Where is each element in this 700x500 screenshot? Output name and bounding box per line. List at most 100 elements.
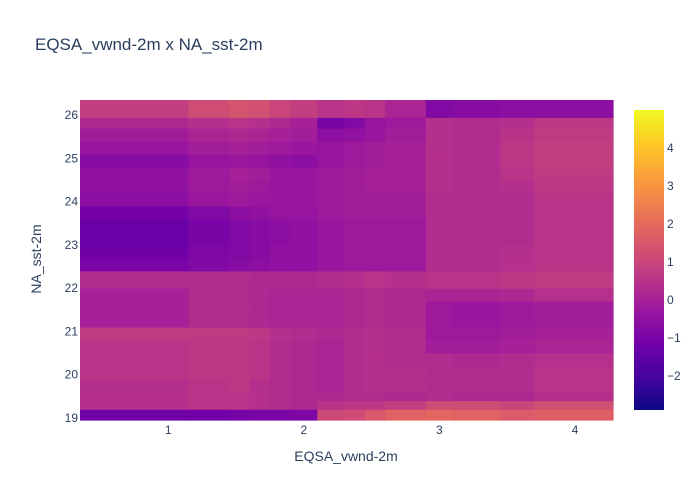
heatmap-cell[interactable] bbox=[500, 327, 535, 341]
heatmap-cell[interactable] bbox=[534, 192, 614, 207]
heatmap-cell[interactable] bbox=[269, 100, 291, 118]
heatmap-cell[interactable] bbox=[500, 180, 535, 194]
heatmap-cell[interactable] bbox=[269, 205, 291, 220]
heatmap-cell[interactable] bbox=[269, 154, 291, 168]
heatmap-cell[interactable] bbox=[229, 327, 251, 341]
heatmap-cell[interactable] bbox=[80, 141, 190, 155]
heatmap-cell[interactable] bbox=[80, 244, 190, 259]
heatmap-cell[interactable] bbox=[229, 231, 251, 246]
heatmap-cell[interactable] bbox=[452, 167, 502, 181]
heatmap-cell[interactable] bbox=[452, 340, 502, 354]
heatmap-cell[interactable] bbox=[344, 231, 366, 246]
heatmap-cell[interactable] bbox=[188, 288, 230, 302]
heatmap-cell[interactable] bbox=[500, 301, 535, 315]
heatmap-cell[interactable] bbox=[364, 167, 386, 181]
heatmap-cell[interactable] bbox=[344, 141, 366, 155]
heatmap-cell[interactable] bbox=[249, 100, 271, 118]
heatmap-cell[interactable] bbox=[80, 270, 190, 281]
heatmap-cell[interactable] bbox=[188, 205, 230, 220]
heatmap-cell[interactable] bbox=[534, 279, 614, 289]
heatmap-cell[interactable] bbox=[452, 117, 502, 129]
heatmap-cell[interactable] bbox=[364, 117, 386, 129]
heatmap-cell[interactable] bbox=[385, 231, 427, 246]
heatmap-cell[interactable] bbox=[344, 340, 366, 354]
heatmap-cell[interactable] bbox=[317, 327, 346, 341]
heatmap-cell[interactable] bbox=[269, 180, 291, 194]
heatmap-cell[interactable] bbox=[269, 352, 291, 367]
heatmap-cell[interactable] bbox=[364, 154, 386, 168]
heatmap-cell[interactable] bbox=[229, 279, 251, 289]
heatmap-cell[interactable] bbox=[385, 327, 427, 341]
heatmap-cell[interactable] bbox=[290, 365, 318, 380]
heatmap-cell[interactable] bbox=[452, 218, 502, 233]
heatmap-cell[interactable] bbox=[500, 117, 535, 129]
heatmap-cell[interactable] bbox=[452, 100, 502, 118]
heatmap-cell[interactable] bbox=[290, 391, 318, 402]
heatmap-cell[interactable] bbox=[229, 288, 251, 302]
heatmap-cell[interactable] bbox=[534, 378, 614, 393]
heatmap-cell[interactable] bbox=[500, 288, 535, 302]
heatmap-cell[interactable] bbox=[290, 100, 318, 118]
heatmap-cell[interactable] bbox=[317, 192, 346, 207]
heatmap-cell[interactable] bbox=[344, 279, 366, 289]
heatmap-cell[interactable] bbox=[249, 314, 271, 328]
heatmap-cell[interactable] bbox=[290, 327, 318, 341]
heatmap-cell[interactable] bbox=[229, 314, 251, 328]
heatmap-cell[interactable] bbox=[229, 205, 251, 220]
heatmap-cell[interactable] bbox=[249, 352, 271, 367]
heatmap-cell[interactable] bbox=[452, 301, 502, 315]
heatmap-cell[interactable] bbox=[269, 270, 291, 281]
heatmap-cell[interactable] bbox=[290, 301, 318, 315]
heatmap-cell[interactable] bbox=[534, 100, 614, 118]
heatmap-cell[interactable] bbox=[269, 244, 291, 259]
heatmap-cell[interactable] bbox=[344, 117, 366, 129]
heatmap-cell[interactable] bbox=[344, 409, 366, 421]
heatmap-cell[interactable] bbox=[344, 365, 366, 380]
heatmap-cell[interactable] bbox=[452, 244, 502, 259]
heatmap-cell[interactable] bbox=[385, 141, 427, 155]
heatmap-cell[interactable] bbox=[188, 244, 230, 259]
heatmap-cell[interactable] bbox=[290, 279, 318, 289]
heatmap-cell[interactable] bbox=[364, 301, 386, 315]
heatmap-cell[interactable] bbox=[290, 128, 318, 142]
heatmap-cell[interactable] bbox=[344, 391, 366, 402]
heatmap-cell[interactable] bbox=[317, 180, 346, 194]
heatmap-cell[interactable] bbox=[249, 288, 271, 302]
heatmap-cell[interactable] bbox=[317, 288, 346, 302]
heatmap-cell[interactable] bbox=[269, 279, 291, 289]
heatmap-cell[interactable] bbox=[269, 400, 291, 410]
heatmap-cell[interactable] bbox=[344, 100, 366, 118]
heatmap-cell[interactable] bbox=[452, 352, 502, 367]
heatmap-cell[interactable] bbox=[229, 154, 251, 168]
heatmap-cell[interactable] bbox=[344, 167, 366, 181]
heatmap-cell[interactable] bbox=[317, 100, 346, 118]
heatmap-cell[interactable] bbox=[452, 327, 502, 341]
heatmap-cell[interactable] bbox=[364, 288, 386, 302]
heatmap-cell[interactable] bbox=[385, 378, 427, 393]
heatmap-cell[interactable] bbox=[344, 192, 366, 207]
heatmap-cell[interactable] bbox=[249, 378, 271, 393]
heatmap-cell[interactable] bbox=[317, 205, 346, 220]
heatmap-cell[interactable] bbox=[385, 167, 427, 181]
heatmap-cell[interactable] bbox=[249, 301, 271, 315]
heatmap-cell[interactable] bbox=[364, 180, 386, 194]
heatmap-cell[interactable] bbox=[364, 378, 386, 393]
heatmap-cell[interactable] bbox=[364, 365, 386, 380]
heatmap-cell[interactable] bbox=[317, 400, 346, 410]
heatmap-cell[interactable] bbox=[344, 378, 366, 393]
heatmap-cell[interactable] bbox=[80, 279, 190, 289]
heatmap-cell[interactable] bbox=[80, 205, 190, 220]
heatmap-cell[interactable] bbox=[290, 218, 318, 233]
heatmap-cell[interactable] bbox=[385, 154, 427, 168]
heatmap-cell[interactable] bbox=[188, 257, 230, 272]
heatmap-cell[interactable] bbox=[269, 167, 291, 181]
heatmap-cell[interactable] bbox=[425, 365, 454, 380]
heatmap-cell[interactable] bbox=[344, 128, 366, 142]
heatmap-cell[interactable] bbox=[534, 218, 614, 233]
heatmap-cell[interactable] bbox=[500, 218, 535, 233]
heatmap-cell[interactable] bbox=[452, 205, 502, 220]
heatmap-cell[interactable] bbox=[534, 365, 614, 380]
heatmap-cell[interactable] bbox=[290, 154, 318, 168]
heatmap-cell[interactable] bbox=[385, 180, 427, 194]
heatmap-cell[interactable] bbox=[344, 301, 366, 315]
